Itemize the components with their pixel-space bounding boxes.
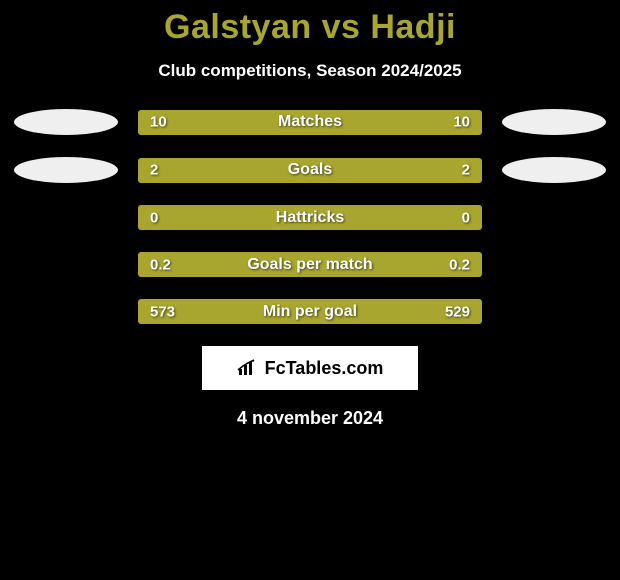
- stat-row: 10 Matches 10: [0, 109, 620, 135]
- date-label: 4 november 2024: [0, 408, 620, 429]
- comparison-infographic: Galstyan vs Hadji Club competitions, Sea…: [0, 0, 620, 580]
- stat-row: 2 Goals 2: [0, 157, 620, 183]
- stat-value-left: 2: [150, 162, 158, 179]
- stat-bar-min-per-goal: 573 Min per goal 529: [138, 299, 482, 324]
- stat-row: 573 Min per goal 529: [0, 299, 620, 324]
- stat-bar-matches: 10 Matches 10: [138, 110, 482, 135]
- player-right-shadow: [502, 157, 606, 183]
- stat-value-right: 0: [462, 209, 470, 226]
- player-left-shadow: [14, 109, 118, 135]
- stat-value-left: 10: [150, 114, 167, 131]
- stat-value-right: 529: [445, 303, 470, 320]
- stat-value-left: 573: [150, 303, 175, 320]
- stat-value-right: 2: [462, 162, 470, 179]
- stat-label: Hattricks: [276, 209, 344, 227]
- stat-bar-goals-per-match: 0.2 Goals per match 0.2: [138, 252, 482, 277]
- bar-left-fill: [138, 158, 310, 183]
- stat-value-right: 0.2: [449, 256, 470, 273]
- attribution-logo: FcTables.com: [202, 346, 418, 390]
- stat-value-left: 0: [150, 209, 158, 226]
- stat-bar-hattricks: 0 Hattricks 0: [138, 205, 482, 230]
- stat-row: 0 Hattricks 0: [0, 205, 620, 230]
- page-title: Galstyan vs Hadji: [0, 0, 620, 47]
- player-left-shadow: [14, 157, 118, 183]
- player-right-shadow: [502, 109, 606, 135]
- stat-value-left: 0.2: [150, 256, 171, 273]
- stat-rows: 10 Matches 10 2 Goals 2 0 Hatt: [0, 109, 620, 324]
- bar-chart-icon: [237, 359, 259, 377]
- stat-label: Min per goal: [263, 303, 357, 321]
- subtitle: Club competitions, Season 2024/2025: [0, 61, 620, 81]
- stat-label: Goals per match: [247, 256, 372, 274]
- bar-right-fill: [310, 158, 482, 183]
- stat-bar-goals: 2 Goals 2: [138, 158, 482, 183]
- stat-value-right: 10: [453, 114, 470, 131]
- attribution-text: FcTables.com: [265, 358, 384, 379]
- stat-row: 0.2 Goals per match 0.2: [0, 252, 620, 277]
- stat-label: Matches: [278, 113, 342, 131]
- stat-label: Goals: [288, 161, 332, 179]
